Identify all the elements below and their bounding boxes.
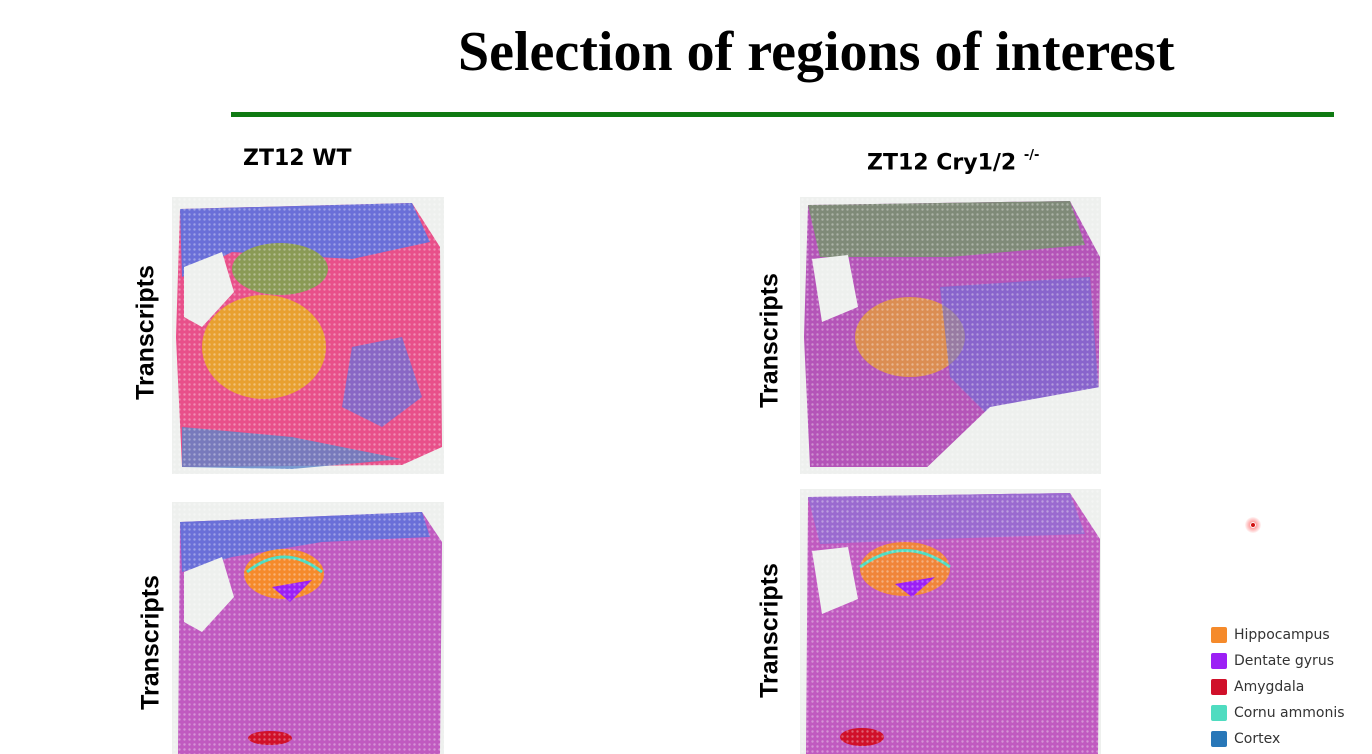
legend-item-cornu-ammonis: Cornu ammonis	[1211, 700, 1345, 726]
cry-roi-panel	[800, 489, 1101, 754]
legend-item-dentate-gyrus: Dentate gyrus	[1211, 648, 1345, 674]
column-header-wt-label: ZT12 WT	[243, 146, 352, 171]
legend-item-amygdala: Amygdala	[1211, 674, 1345, 700]
column-header-wt: ZT12 WT	[243, 146, 352, 171]
column-header-cry: ZT12 Cry1/2 -/-	[867, 148, 1040, 176]
row-label-wt-bottom: Transcripts	[136, 575, 165, 710]
legend-item-hippocampus: Hippocampus	[1211, 622, 1345, 648]
hippocampus-swatch	[1211, 627, 1227, 643]
legend-item-cortex: Cortex	[1211, 726, 1345, 752]
wt-clustering-panel	[172, 197, 444, 474]
cornu-ammonis-swatch	[1211, 705, 1227, 721]
legend-label: Cortex	[1234, 731, 1281, 747]
row-label-wt-top: Transcripts	[131, 265, 160, 400]
slide-title: Selection of regions of interest	[458, 21, 1175, 83]
legend-label: Hippocampus	[1234, 627, 1330, 643]
pointer-cursor-icon	[1245, 517, 1261, 533]
row-label-cry-bottom: Transcripts	[755, 563, 784, 698]
title-underline	[231, 112, 1334, 117]
column-header-cry-sup: -/-	[1023, 148, 1040, 163]
cortex-swatch	[1211, 731, 1227, 747]
legend-label: Amygdala	[1234, 679, 1305, 695]
legend-label: Cornu ammonis	[1234, 705, 1345, 721]
amygdala-swatch	[1211, 679, 1227, 695]
row-label-cry-top: Transcripts	[755, 273, 784, 408]
legend: Hippocampus Dentate gyrus Amygdala Cornu…	[1211, 622, 1345, 752]
cry-clustering-panel	[800, 197, 1101, 474]
column-header-cry-label: ZT12 Cry1/2	[867, 150, 1024, 176]
dentate-gyrus-swatch	[1211, 653, 1227, 669]
legend-label: Dentate gyrus	[1234, 653, 1334, 669]
wt-roi-panel	[172, 502, 444, 754]
